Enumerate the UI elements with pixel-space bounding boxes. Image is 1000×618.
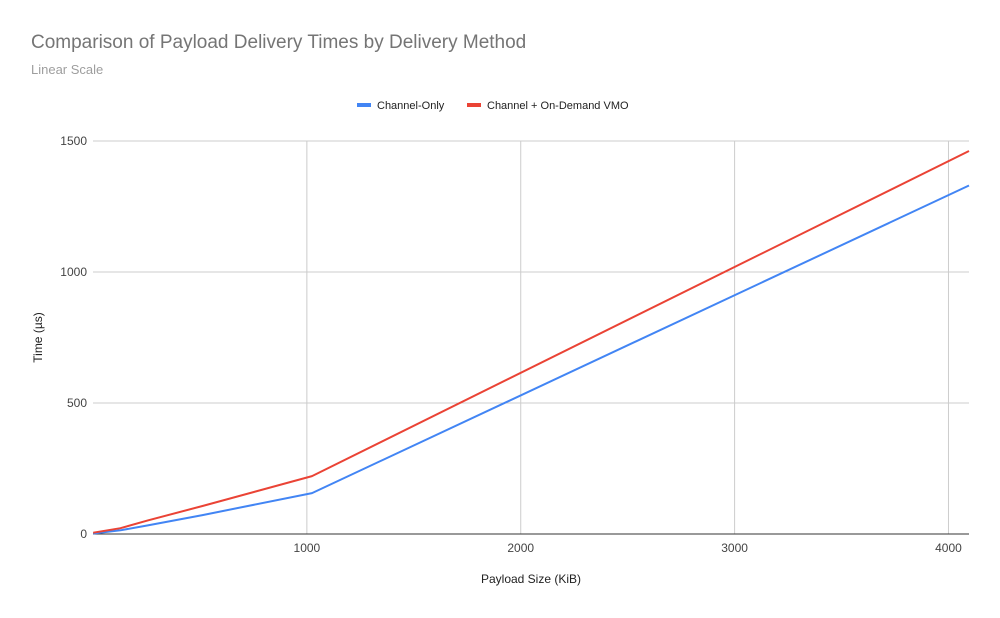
x-axis-label: Payload Size (KiB) [481, 572, 581, 586]
y-tick-label: 0 [80, 527, 87, 541]
x-tick-label: 1000 [294, 541, 321, 555]
x-tick-label: 3000 [721, 541, 748, 555]
y-tick-label: 1000 [60, 265, 87, 279]
y-axis-label: Time (µs) [31, 312, 45, 362]
legend-swatch [357, 103, 371, 107]
chart-subtitle: Linear Scale [31, 62, 104, 77]
series-line-1 [93, 184, 970, 535]
series-line-2 [93, 150, 970, 534]
x-tick-label: 4000 [935, 541, 962, 555]
y-tick-label: 1500 [60, 134, 87, 148]
legend-label: Channel + On-Demand VMO [487, 100, 629, 112]
legend-label: Channel-Only [377, 100, 445, 112]
x-tick-label: 2000 [507, 541, 534, 555]
chart-title: Comparison of Payload Delivery Times by … [31, 32, 527, 53]
legend-swatch [467, 103, 481, 107]
y-tick-label: 500 [67, 396, 87, 410]
